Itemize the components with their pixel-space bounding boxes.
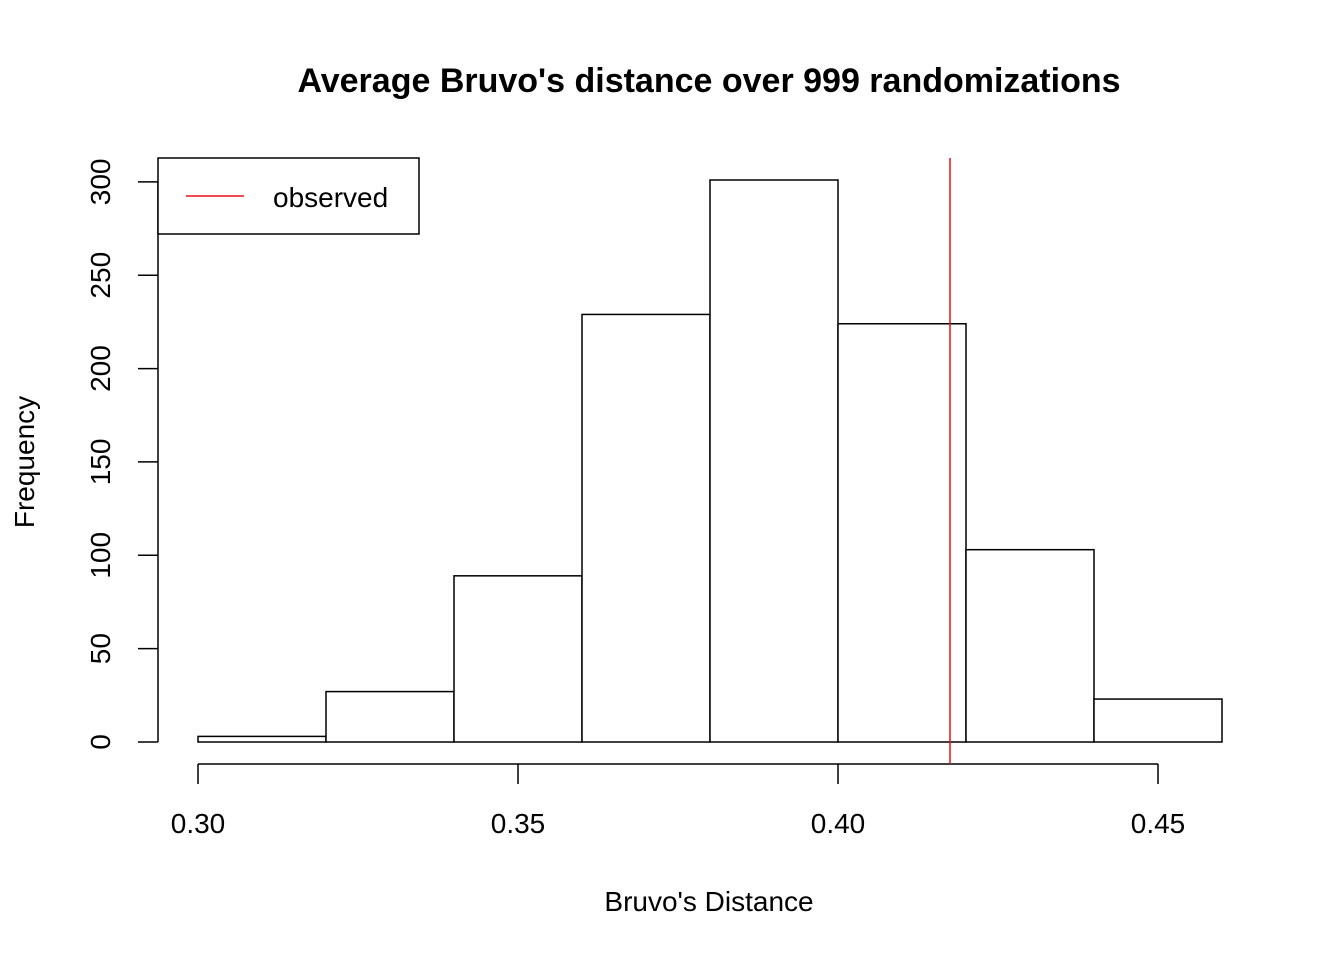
y-tick-label: 300 xyxy=(85,159,116,206)
histogram-bar xyxy=(453,575,583,743)
y-tick-label: 0 xyxy=(85,734,116,750)
histogram-bar xyxy=(837,323,967,743)
x-tick-label: 0.30 xyxy=(171,808,226,839)
chart-title: Average Bruvo's distance over 999 random… xyxy=(297,62,1120,100)
y-axis-label: Frequency xyxy=(9,396,40,528)
histogram-bar xyxy=(965,548,1095,743)
legend: observed xyxy=(157,157,420,235)
histogram-bars xyxy=(197,179,1223,743)
histogram-bar xyxy=(325,690,455,743)
y-tick-label: 100 xyxy=(85,532,116,579)
y-tick-label: 50 xyxy=(85,633,116,664)
y-tick-label: 150 xyxy=(85,439,116,486)
histogram-bar xyxy=(1093,698,1223,743)
x-axis: 0.30 0.35 0.40 0.45 xyxy=(171,763,1186,839)
y-tick-label: 200 xyxy=(85,345,116,392)
y-axis: 0 50 100 150 200 250 300 xyxy=(85,159,159,750)
histogram-bar xyxy=(581,313,711,743)
histogram-bar xyxy=(709,179,839,743)
legend-label-observed: observed xyxy=(273,182,388,213)
x-tick-label: 0.45 xyxy=(1131,808,1186,839)
x-axis-label: Bruvo's Distance xyxy=(604,886,813,917)
x-tick-label: 0.40 xyxy=(811,808,866,839)
y-tick-label: 250 xyxy=(85,252,116,299)
histogram-bar xyxy=(197,735,327,743)
x-tick-label: 0.35 xyxy=(491,808,546,839)
